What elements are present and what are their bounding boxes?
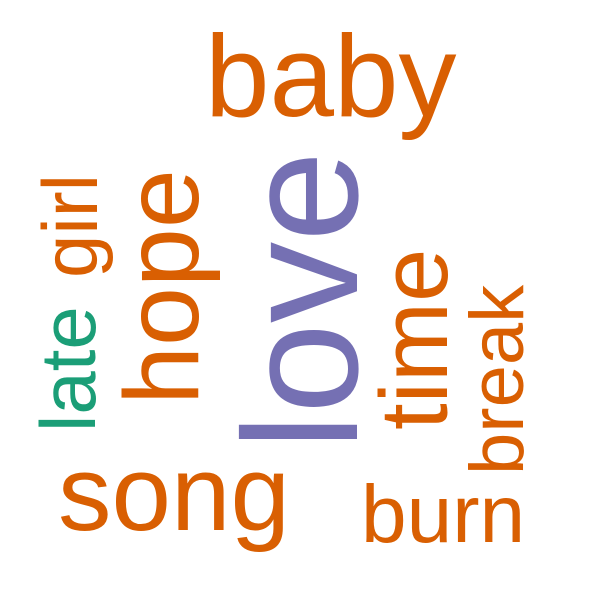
word-break: break	[455, 284, 540, 475]
word-time: time	[361, 249, 468, 430]
word-love: love	[209, 151, 392, 450]
word-hope: hope	[103, 169, 221, 405]
word-baby: baby	[205, 11, 457, 141]
word-late: late	[24, 306, 112, 432]
word-girl: girl	[26, 174, 114, 278]
word-song: song	[58, 433, 290, 553]
word-burn: burn	[361, 469, 525, 560]
